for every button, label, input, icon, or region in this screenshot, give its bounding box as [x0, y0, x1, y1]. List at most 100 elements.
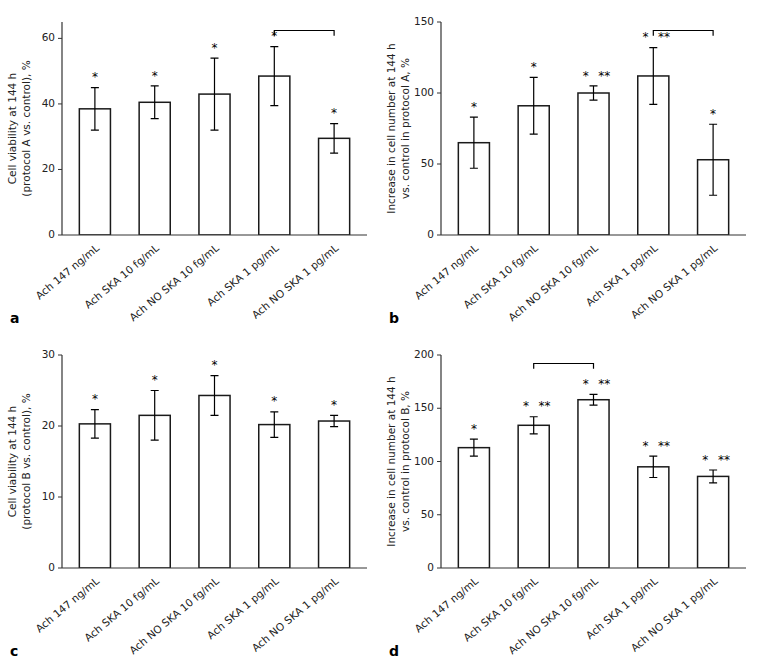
bar	[578, 93, 609, 235]
bar	[518, 425, 549, 568]
significance-star: *	[471, 100, 477, 114]
significance-star: **	[598, 377, 610, 391]
plot-area	[79, 47, 349, 235]
plot-area	[458, 48, 728, 235]
y-tick-label: 30	[42, 348, 55, 360]
bar	[79, 424, 110, 568]
y-tick-label: 20	[42, 162, 55, 174]
bracket	[653, 31, 713, 36]
x-tick-label: Ach NO SKA 1 pg/mL	[249, 241, 340, 320]
y-axis-label: Cell viability at 144 h(protocol A vs. c…	[6, 60, 32, 196]
panel: 050100150Ach 147 ng/mLAch SKA 10 fg/mLAc…	[385, 15, 746, 326]
significance-star: *	[212, 41, 218, 55]
y-tick-label: 0	[427, 561, 434, 573]
significance-star: *	[471, 422, 477, 436]
error-bar	[330, 124, 338, 153]
significance-star: **	[718, 453, 730, 467]
significance-star: *	[702, 453, 708, 467]
bracket	[274, 31, 334, 36]
significance-star: *	[643, 30, 649, 44]
significance-star: **	[538, 399, 550, 413]
bar	[259, 425, 290, 568]
bar	[319, 421, 350, 568]
significance-star: *	[331, 398, 337, 412]
significance-star: *	[212, 358, 218, 372]
y-tick-label: 50	[421, 157, 434, 169]
y-tick-label: 100	[414, 86, 434, 98]
y-axis-label-line: Increase in cell number at 144 h	[385, 43, 397, 213]
error-bar	[470, 117, 478, 168]
x-axis	[441, 567, 746, 568]
panel-label: c	[10, 643, 18, 659]
x-tick-label: Ach NO SKA 10 fg/mL	[506, 241, 600, 323]
bar	[139, 102, 170, 235]
bar	[199, 395, 230, 568]
y-tick-label: 10	[42, 490, 55, 502]
y-tick-label: 40	[42, 97, 55, 109]
x-tick-label: Ach NO SKA 10 fg/mL	[127, 574, 221, 656]
y-axis-label: Cell viability at 144 h(protocol B vs. c…	[6, 393, 32, 529]
error-bar	[151, 86, 159, 119]
error-bar	[151, 391, 159, 441]
plot-area	[458, 394, 728, 568]
panel-label: b	[389, 310, 399, 326]
panel-label: a	[10, 310, 19, 326]
significance-star: **	[598, 69, 610, 83]
significance-star: *	[92, 70, 98, 84]
error-bar	[709, 124, 717, 195]
y-axis	[440, 355, 441, 568]
y-tick-label: 150	[414, 401, 434, 413]
y-axis	[61, 355, 62, 568]
bar	[458, 448, 489, 568]
significance-star: *	[643, 439, 649, 453]
panel: 0204060Ach 147 ng/mLAch SKA 10 fg/mLAch …	[6, 22, 367, 326]
figure: 0204060Ach 147 ng/mLAch SKA 10 fg/mLAch …	[0, 0, 758, 666]
bar	[638, 467, 669, 568]
error-bar	[649, 456, 657, 477]
y-tick-label: 50	[421, 508, 434, 520]
x-tick-label: Ach NO SKA 10 fg/mL	[127, 241, 221, 323]
x-axis	[62, 567, 367, 568]
error-bar	[91, 88, 99, 131]
y-tick-label: 0	[427, 228, 434, 240]
error-bar	[270, 412, 278, 438]
significance-star: *	[583, 377, 589, 391]
significance-star: *	[710, 107, 716, 121]
error-bar	[211, 376, 219, 416]
x-tick-label: Ach NO SKA 1 pg/mL	[628, 241, 719, 320]
significance-star: *	[92, 392, 98, 406]
significance-star: **	[658, 30, 670, 44]
y-axis-label-line: (protocol B vs. control), %	[20, 393, 32, 529]
error-bar	[709, 470, 717, 483]
error-bar	[530, 77, 538, 134]
plot-area	[79, 376, 349, 568]
y-axis-label: Increase in cell number at 144 hvs. cont…	[385, 376, 411, 546]
x-tick-label: Ach NO SKA 1 pg/mL	[628, 574, 719, 653]
y-tick-label: 20	[42, 419, 55, 431]
bar	[578, 400, 609, 568]
error-bar	[530, 417, 538, 434]
y-tick-label: 100	[414, 455, 434, 467]
bracket	[534, 364, 594, 369]
error-bar	[470, 439, 478, 456]
x-tick-label: Ach NO SKA 10 fg/mL	[506, 574, 600, 656]
y-axis-label-line: Cell viability at 144 h	[6, 73, 18, 185]
y-tick-label: 200	[414, 348, 434, 360]
y-axis-label-line: Cell viability at 144 h	[6, 406, 18, 518]
y-axis-label-line: (protocol A vs. control), %	[20, 60, 32, 196]
error-bar	[330, 415, 338, 426]
significance-star: *	[331, 106, 337, 120]
significance-star: *	[152, 69, 158, 83]
y-tick-label: 0	[48, 561, 55, 573]
panel: 050100150200Ach 147 ng/mLAch SKA 10 fg/m…	[385, 348, 746, 659]
y-axis-label: Increase in cell number at 144 hvs. cont…	[385, 43, 411, 213]
significance-star: *	[523, 399, 529, 413]
y-axis	[440, 22, 441, 235]
bar	[698, 476, 729, 568]
significance-star: *	[271, 394, 277, 408]
panel: 0102030Ach 147 ng/mLAch SKA 10 fg/mLAch …	[6, 348, 367, 659]
error-bar	[590, 394, 598, 405]
error-bar	[649, 48, 657, 105]
x-axis	[441, 234, 746, 235]
y-axis-label-line: vs. control in protocol B, %	[399, 391, 411, 532]
